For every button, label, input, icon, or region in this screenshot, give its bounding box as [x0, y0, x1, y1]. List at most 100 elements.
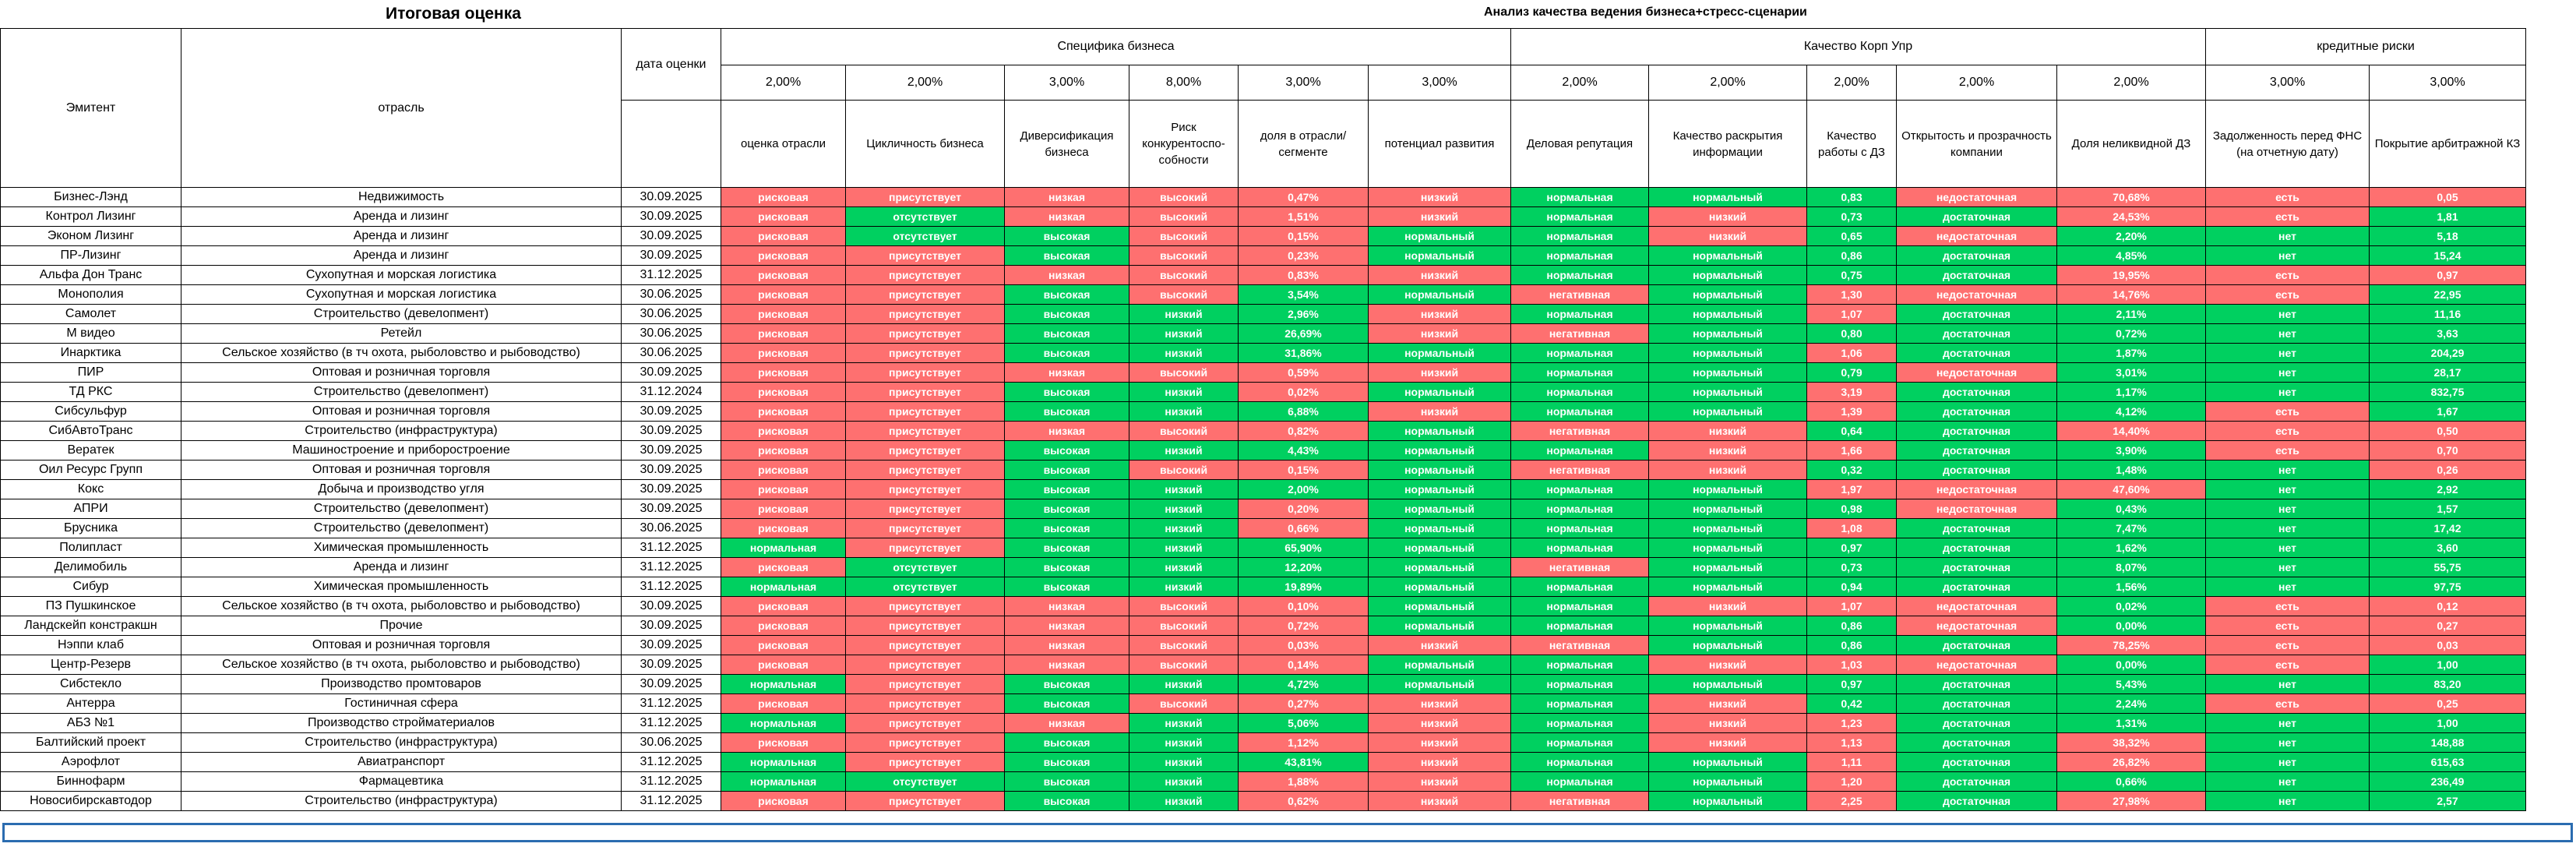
date-cell[interactable]: 31.12.2024 [621, 382, 721, 402]
score-cell[interactable]: рисковая [721, 421, 846, 441]
score-cell[interactable]: нет [2205, 557, 2370, 577]
score-cell[interactable]: низкий [1368, 187, 1511, 207]
score-cell[interactable]: низкая [1004, 713, 1129, 733]
issuer-cell[interactable]: Контрол Лизинг [0, 206, 181, 227]
score-cell[interactable]: 0,83% [1238, 265, 1369, 285]
score-cell[interactable]: 0,26 [2369, 460, 2526, 480]
score-cell[interactable]: низкий [1648, 596, 1807, 616]
score-cell[interactable]: высокий [1129, 421, 1239, 441]
score-cell[interactable]: 1,13 [1806, 732, 1897, 753]
score-cell[interactable]: низкий [1129, 440, 1239, 461]
score-cell[interactable]: 0,00% [2056, 616, 2206, 636]
score-cell[interactable]: есть [2205, 693, 2370, 714]
score-cell[interactable]: достаточная [1896, 752, 2057, 772]
score-cell[interactable]: 1,12% [1238, 732, 1369, 753]
score-cell[interactable]: низкий [1129, 791, 1239, 811]
industry-cell[interactable]: Недвижимость [181, 187, 622, 207]
score-cell[interactable]: нормальный [1648, 616, 1807, 636]
score-cell[interactable]: нет [2205, 518, 2370, 538]
score-cell[interactable]: присутствует [845, 596, 1005, 616]
score-cell[interactable]: 1,31% [2056, 713, 2206, 733]
issuer-cell[interactable]: АБЗ №1 [0, 713, 181, 733]
date-cell[interactable]: 30.09.2025 [621, 499, 721, 519]
score-cell[interactable]: 0,73 [1806, 557, 1897, 577]
score-cell[interactable]: нормальная [1510, 187, 1649, 207]
score-cell[interactable]: 3,01% [2056, 362, 2206, 383]
date-cell[interactable]: 30.06.2025 [621, 323, 721, 344]
score-cell[interactable]: 1,66 [1806, 440, 1897, 461]
score-cell[interactable]: негативная [1510, 284, 1649, 305]
table-row[interactable]: Нэппи клаб Оптовая и розничная торговля 30… [0, 635, 2526, 655]
industry-cell[interactable]: Строительство (инфраструктура) [181, 791, 622, 811]
score-cell[interactable]: низкая [1004, 635, 1129, 655]
score-cell[interactable]: есть [2205, 265, 2370, 285]
score-cell[interactable]: низкий [1129, 752, 1239, 772]
table-row[interactable]: Сибстекло Производство промтоваров 30.09.2… [0, 674, 2526, 694]
score-cell[interactable]: рисковая [721, 440, 846, 461]
score-cell[interactable]: рисковая [721, 732, 846, 753]
score-cell[interactable]: высокая [1004, 732, 1129, 753]
score-cell[interactable]: низкий [1129, 557, 1239, 577]
score-cell[interactable]: рисковая [721, 187, 846, 207]
table-row[interactable]: Аэрофлот Авиатранспорт 31.12.2025 нормальна… [0, 752, 2526, 772]
score-cell[interactable]: высокая [1004, 538, 1129, 558]
issuer-cell[interactable]: Самолет [0, 304, 181, 324]
score-cell[interactable]: рисковая [721, 693, 846, 714]
issuer-cell[interactable]: Брусника [0, 518, 181, 538]
table-row[interactable]: ПЗ Пушкинское Сельское хозяйство (в тч ох… [0, 596, 2526, 616]
industry-cell[interactable]: Строительство (девелопмент) [181, 304, 622, 324]
score-cell[interactable]: рисковая [721, 616, 846, 636]
score-cell[interactable]: есть [2205, 206, 2370, 227]
score-cell[interactable]: низкий [1129, 343, 1239, 363]
score-cell[interactable]: нормальная [1510, 206, 1649, 227]
score-cell[interactable]: 65,90% [1238, 538, 1369, 558]
metric-header[interactable]: Открытость и прозрачность компании [1896, 100, 2057, 188]
date-cell[interactable]: 30.09.2025 [621, 655, 721, 675]
issuer-cell[interactable]: Бизнес-Лэнд [0, 187, 181, 207]
score-cell[interactable]: низкий [1648, 713, 1807, 733]
score-cell[interactable]: присутствует [845, 693, 1005, 714]
score-cell[interactable]: низкий [1129, 304, 1239, 324]
issuer-cell[interactable]: ПР-Лизинг [0, 245, 181, 266]
score-cell[interactable]: нормальный [1648, 362, 1807, 383]
industry-cell[interactable]: Строительство (инфраструктура) [181, 421, 622, 441]
metric-header[interactable]: Покрытие арбитражной КЗ [2369, 100, 2526, 188]
score-cell[interactable]: достаточная [1896, 771, 2057, 792]
score-cell[interactable]: присутствует [845, 421, 1005, 441]
score-cell[interactable]: 0,12 [2369, 596, 2526, 616]
score-cell[interactable]: 4,12% [2056, 401, 2206, 422]
score-cell[interactable]: низкий [1368, 732, 1511, 753]
score-cell[interactable]: негативная [1510, 323, 1649, 344]
score-cell[interactable]: 0,43% [2056, 499, 2206, 519]
metric-header[interactable]: Деловая репутация [1510, 100, 1649, 188]
date-cell[interactable]: 30.09.2025 [621, 245, 721, 266]
industry-cell[interactable]: Гостиничная сфера [181, 693, 622, 714]
score-cell[interactable]: рисковая [721, 304, 846, 324]
table-row[interactable]: Брусника Строительство (девелопмент) 30.06… [0, 518, 2526, 538]
date-cell[interactable]: 30.09.2025 [621, 206, 721, 227]
table-row[interactable]: Монополия Сухопутная и морская логистика 3… [0, 284, 2526, 305]
score-cell[interactable]: 0,15% [1238, 226, 1369, 246]
score-cell[interactable]: высокая [1004, 693, 1129, 714]
score-cell[interactable]: есть [2205, 187, 2370, 207]
industry-cell[interactable]: Сельское хозяйство (в тч охота, рыболовс… [181, 343, 622, 363]
score-cell[interactable]: 14,40% [2056, 421, 2206, 441]
issuer-cell[interactable]: Эконом Лизинг [0, 226, 181, 246]
date-cell[interactable]: 30.09.2025 [621, 479, 721, 499]
score-cell[interactable]: 1,30 [1806, 284, 1897, 305]
issuer-cell[interactable]: Балтийский проект [0, 732, 181, 753]
date-cell[interactable]: 30.09.2025 [621, 674, 721, 694]
score-cell[interactable]: высокий [1129, 245, 1239, 266]
score-cell[interactable]: 4,43% [1238, 440, 1369, 461]
score-cell[interactable]: высокий [1129, 226, 1239, 246]
score-cell[interactable]: нормальный [1368, 440, 1511, 461]
issuer-cell[interactable]: Биннофарм [0, 771, 181, 792]
score-cell[interactable]: 22,95 [2369, 284, 2526, 305]
score-cell[interactable]: 1,20 [1806, 771, 1897, 792]
score-cell[interactable]: нормальный [1368, 518, 1511, 538]
table-row[interactable]: Делимобиль Аренда и лизинг 31.12.2025 риско… [0, 557, 2526, 577]
score-cell[interactable]: высокая [1004, 479, 1129, 499]
score-cell[interactable]: присутствует [845, 440, 1005, 461]
score-cell[interactable]: 5,06% [1238, 713, 1369, 733]
score-cell[interactable]: нет [2205, 226, 2370, 246]
